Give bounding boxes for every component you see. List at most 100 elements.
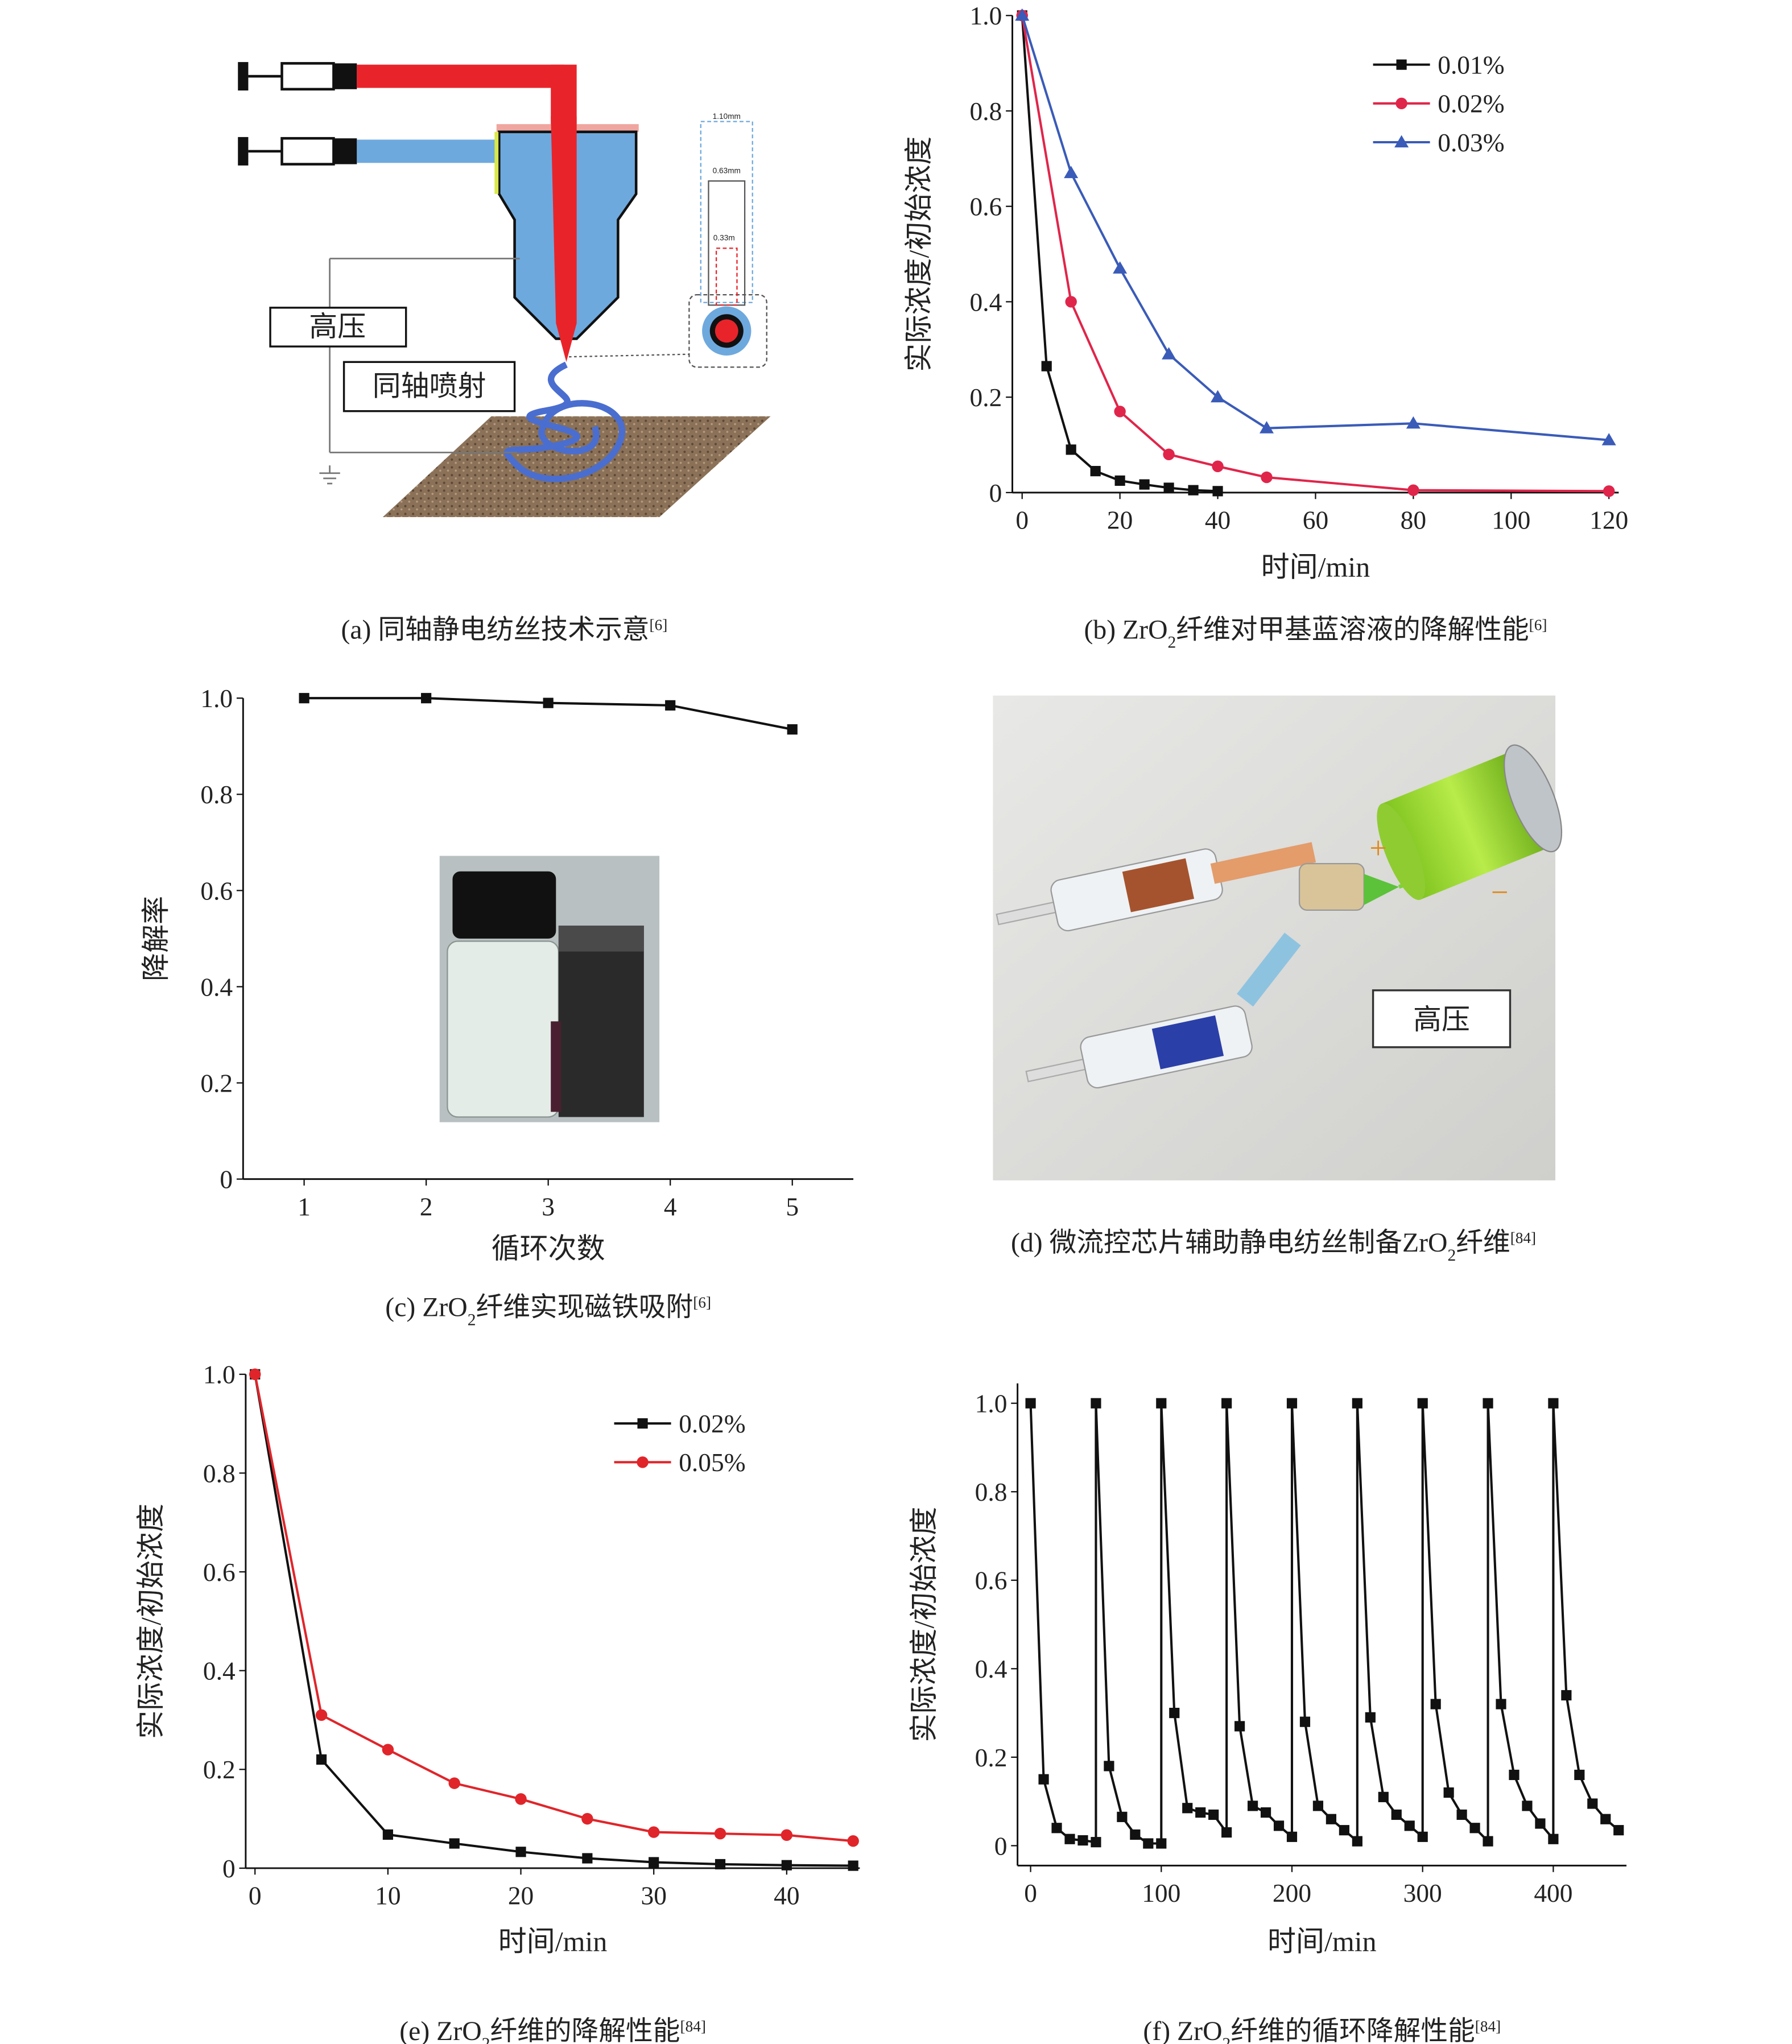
- caption: (d) 微流控芯片辅助静电纺丝制备ZrO2纤维[84]: [1011, 1228, 1536, 1265]
- data-point: [1077, 1835, 1088, 1846]
- y-axis-label: 实际浓度/初始浓度: [135, 1504, 167, 1739]
- x-tick-label: 2: [420, 1192, 433, 1221]
- data-point: [1548, 1834, 1559, 1844]
- data-point: [1601, 433, 1616, 445]
- data-point: [1509, 1769, 1520, 1781]
- caption-text: (a) 同轴静电纺丝技术示意: [341, 615, 649, 645]
- y-tick-label: 1.0: [200, 684, 233, 713]
- data-point: [1469, 1823, 1480, 1834]
- y-tick-label: 0.2: [200, 1068, 233, 1097]
- y-tick-label: 0: [989, 478, 1002, 507]
- caption-text: 纤维实现磁铁吸附: [476, 1293, 693, 1323]
- dimension: 1.10mm: [713, 112, 741, 121]
- data-point: [1417, 1831, 1428, 1842]
- y-tick-label: 0.6: [970, 192, 1002, 221]
- x-tick-label: 5: [786, 1192, 799, 1221]
- data-point: [1600, 1814, 1611, 1824]
- data-point: [1163, 448, 1175, 461]
- y-tick-label: 0.6: [200, 876, 233, 905]
- data-point: [1522, 1801, 1533, 1811]
- y-axis-label: 降解率: [140, 896, 172, 981]
- data-point: [1260, 1807, 1271, 1818]
- data-point: [1247, 1801, 1258, 1811]
- legend-label: 0.02%: [1438, 89, 1504, 118]
- data-point: [1091, 1398, 1101, 1409]
- data-point: [515, 1847, 526, 1857]
- data-point: [1064, 166, 1079, 179]
- data-point: [1443, 1787, 1454, 1798]
- caption-text: (c) ZrO: [385, 1293, 467, 1323]
- x-tick-label: 40: [1205, 505, 1231, 534]
- data-point: [1114, 475, 1125, 486]
- data-point: [1163, 482, 1174, 493]
- data-point: [1041, 361, 1052, 371]
- x-tick-label: 40: [774, 1881, 799, 1910]
- data-point: [1286, 1831, 1298, 1842]
- y-tick-label: 0.4: [200, 972, 233, 1001]
- data-point: [1015, 8, 1030, 21]
- x-tick-label: 200: [1273, 1878, 1311, 1907]
- data-point: [1025, 1398, 1036, 1409]
- data-point: [382, 1744, 394, 1756]
- data-point: [1117, 1811, 1128, 1822]
- data-point: [1221, 1398, 1232, 1409]
- legend-marker: [1395, 97, 1407, 110]
- data-point: [1234, 1721, 1245, 1732]
- caption: (a) 同轴静电纺丝技术示意[6]: [341, 615, 667, 645]
- data-point: [1365, 1712, 1376, 1723]
- reference: [6]: [650, 617, 668, 634]
- data-point: [1211, 390, 1225, 403]
- data-point: [1483, 1398, 1493, 1409]
- x-tick-label: 3: [542, 1192, 555, 1221]
- x-tick-label: 10: [375, 1881, 400, 1910]
- data-point: [715, 1859, 726, 1870]
- x-axis-label: 时间/min: [1267, 1925, 1377, 1957]
- data-point: [543, 697, 554, 708]
- data-point: [1391, 1809, 1402, 1820]
- data-point: [1139, 479, 1150, 490]
- series-line: [1021, 15, 1218, 493]
- data-point: [647, 1826, 660, 1838]
- data-point: [421, 693, 432, 704]
- caption: (f) ZrO2纤维的循环降解性能[84]: [1143, 2016, 1501, 2044]
- data-point: [1091, 1837, 1101, 1848]
- y-tick-label: 0.4: [970, 287, 1002, 316]
- data-point: [1378, 1791, 1389, 1802]
- data-point: [1104, 1761, 1114, 1772]
- data-point: [1090, 466, 1101, 477]
- legend-label: 0.03%: [1438, 128, 1504, 157]
- legend-marker: [1396, 59, 1407, 70]
- x-tick-label: 30: [641, 1881, 666, 1910]
- x-tick-label: 0: [1024, 1878, 1037, 1907]
- data-point: [1051, 1823, 1062, 1834]
- reference: [84]: [1510, 1229, 1536, 1246]
- caption: (b) ZrO2纤维对甲基蓝溶液的降解性能[6]: [1084, 615, 1547, 652]
- data-point: [1352, 1836, 1362, 1847]
- dimension: 0.33m: [713, 234, 735, 242]
- legend-label: 0.01%: [1438, 51, 1504, 80]
- data-point: [1156, 1398, 1167, 1409]
- data-point: [1561, 1690, 1572, 1701]
- legend-marker: [637, 1456, 649, 1468]
- reference: [6]: [693, 1294, 711, 1311]
- data-point: [1156, 1838, 1167, 1849]
- legend-marker: [1394, 135, 1409, 148]
- y-tick-label: 0.6: [975, 1566, 1008, 1595]
- data-point: [582, 1853, 593, 1864]
- polarity: −: [1491, 874, 1509, 909]
- x-tick-label: 0: [249, 1881, 262, 1910]
- y-tick-label: 0.6: [203, 1558, 236, 1587]
- data-point: [1404, 1820, 1415, 1831]
- subscript: 2: [1447, 1246, 1456, 1265]
- caption: (c) ZrO2纤维实现磁铁吸附[6]: [385, 1293, 711, 1329]
- data-point: [1038, 1774, 1049, 1785]
- data-point: [1208, 1809, 1219, 1820]
- data-point: [1496, 1699, 1506, 1709]
- subscript: 2: [468, 1311, 476, 1329]
- y-tick-label: 1.0: [975, 1389, 1008, 1418]
- data-point: [665, 700, 676, 711]
- y-tick-label: 0.8: [975, 1477, 1008, 1506]
- data-point: [1417, 1398, 1428, 1409]
- y-tick-label: 0.8: [200, 780, 233, 809]
- data-point: [1574, 1769, 1585, 1781]
